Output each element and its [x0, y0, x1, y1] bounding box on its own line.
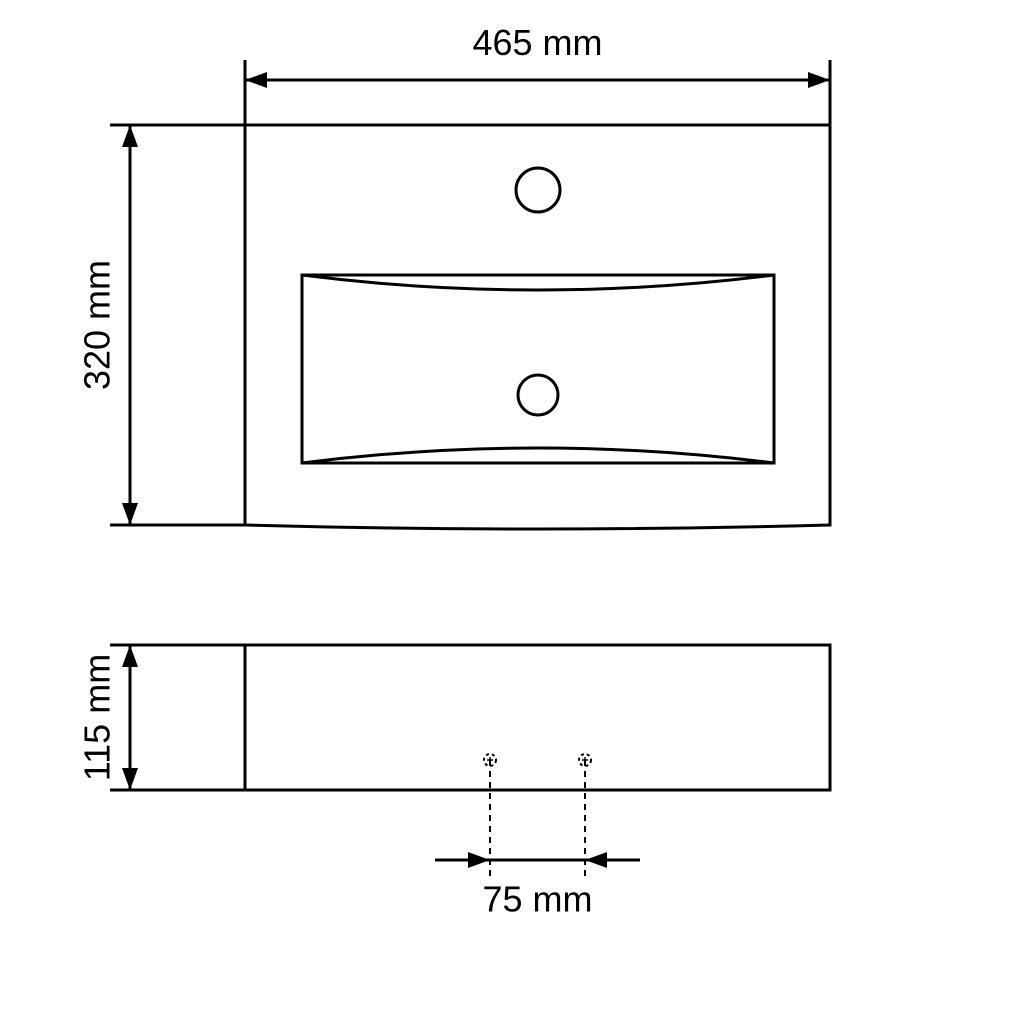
height-side-label: 115 mm: [77, 654, 118, 781]
hole-spacing-label: 75 mm: [482, 879, 592, 920]
width-label: 465 mm: [472, 22, 602, 63]
height-top-label: 320 mm: [77, 260, 118, 390]
dimension-drawing: 465 mm 320 mm 115 mm 75 mm: [0, 0, 1024, 1024]
